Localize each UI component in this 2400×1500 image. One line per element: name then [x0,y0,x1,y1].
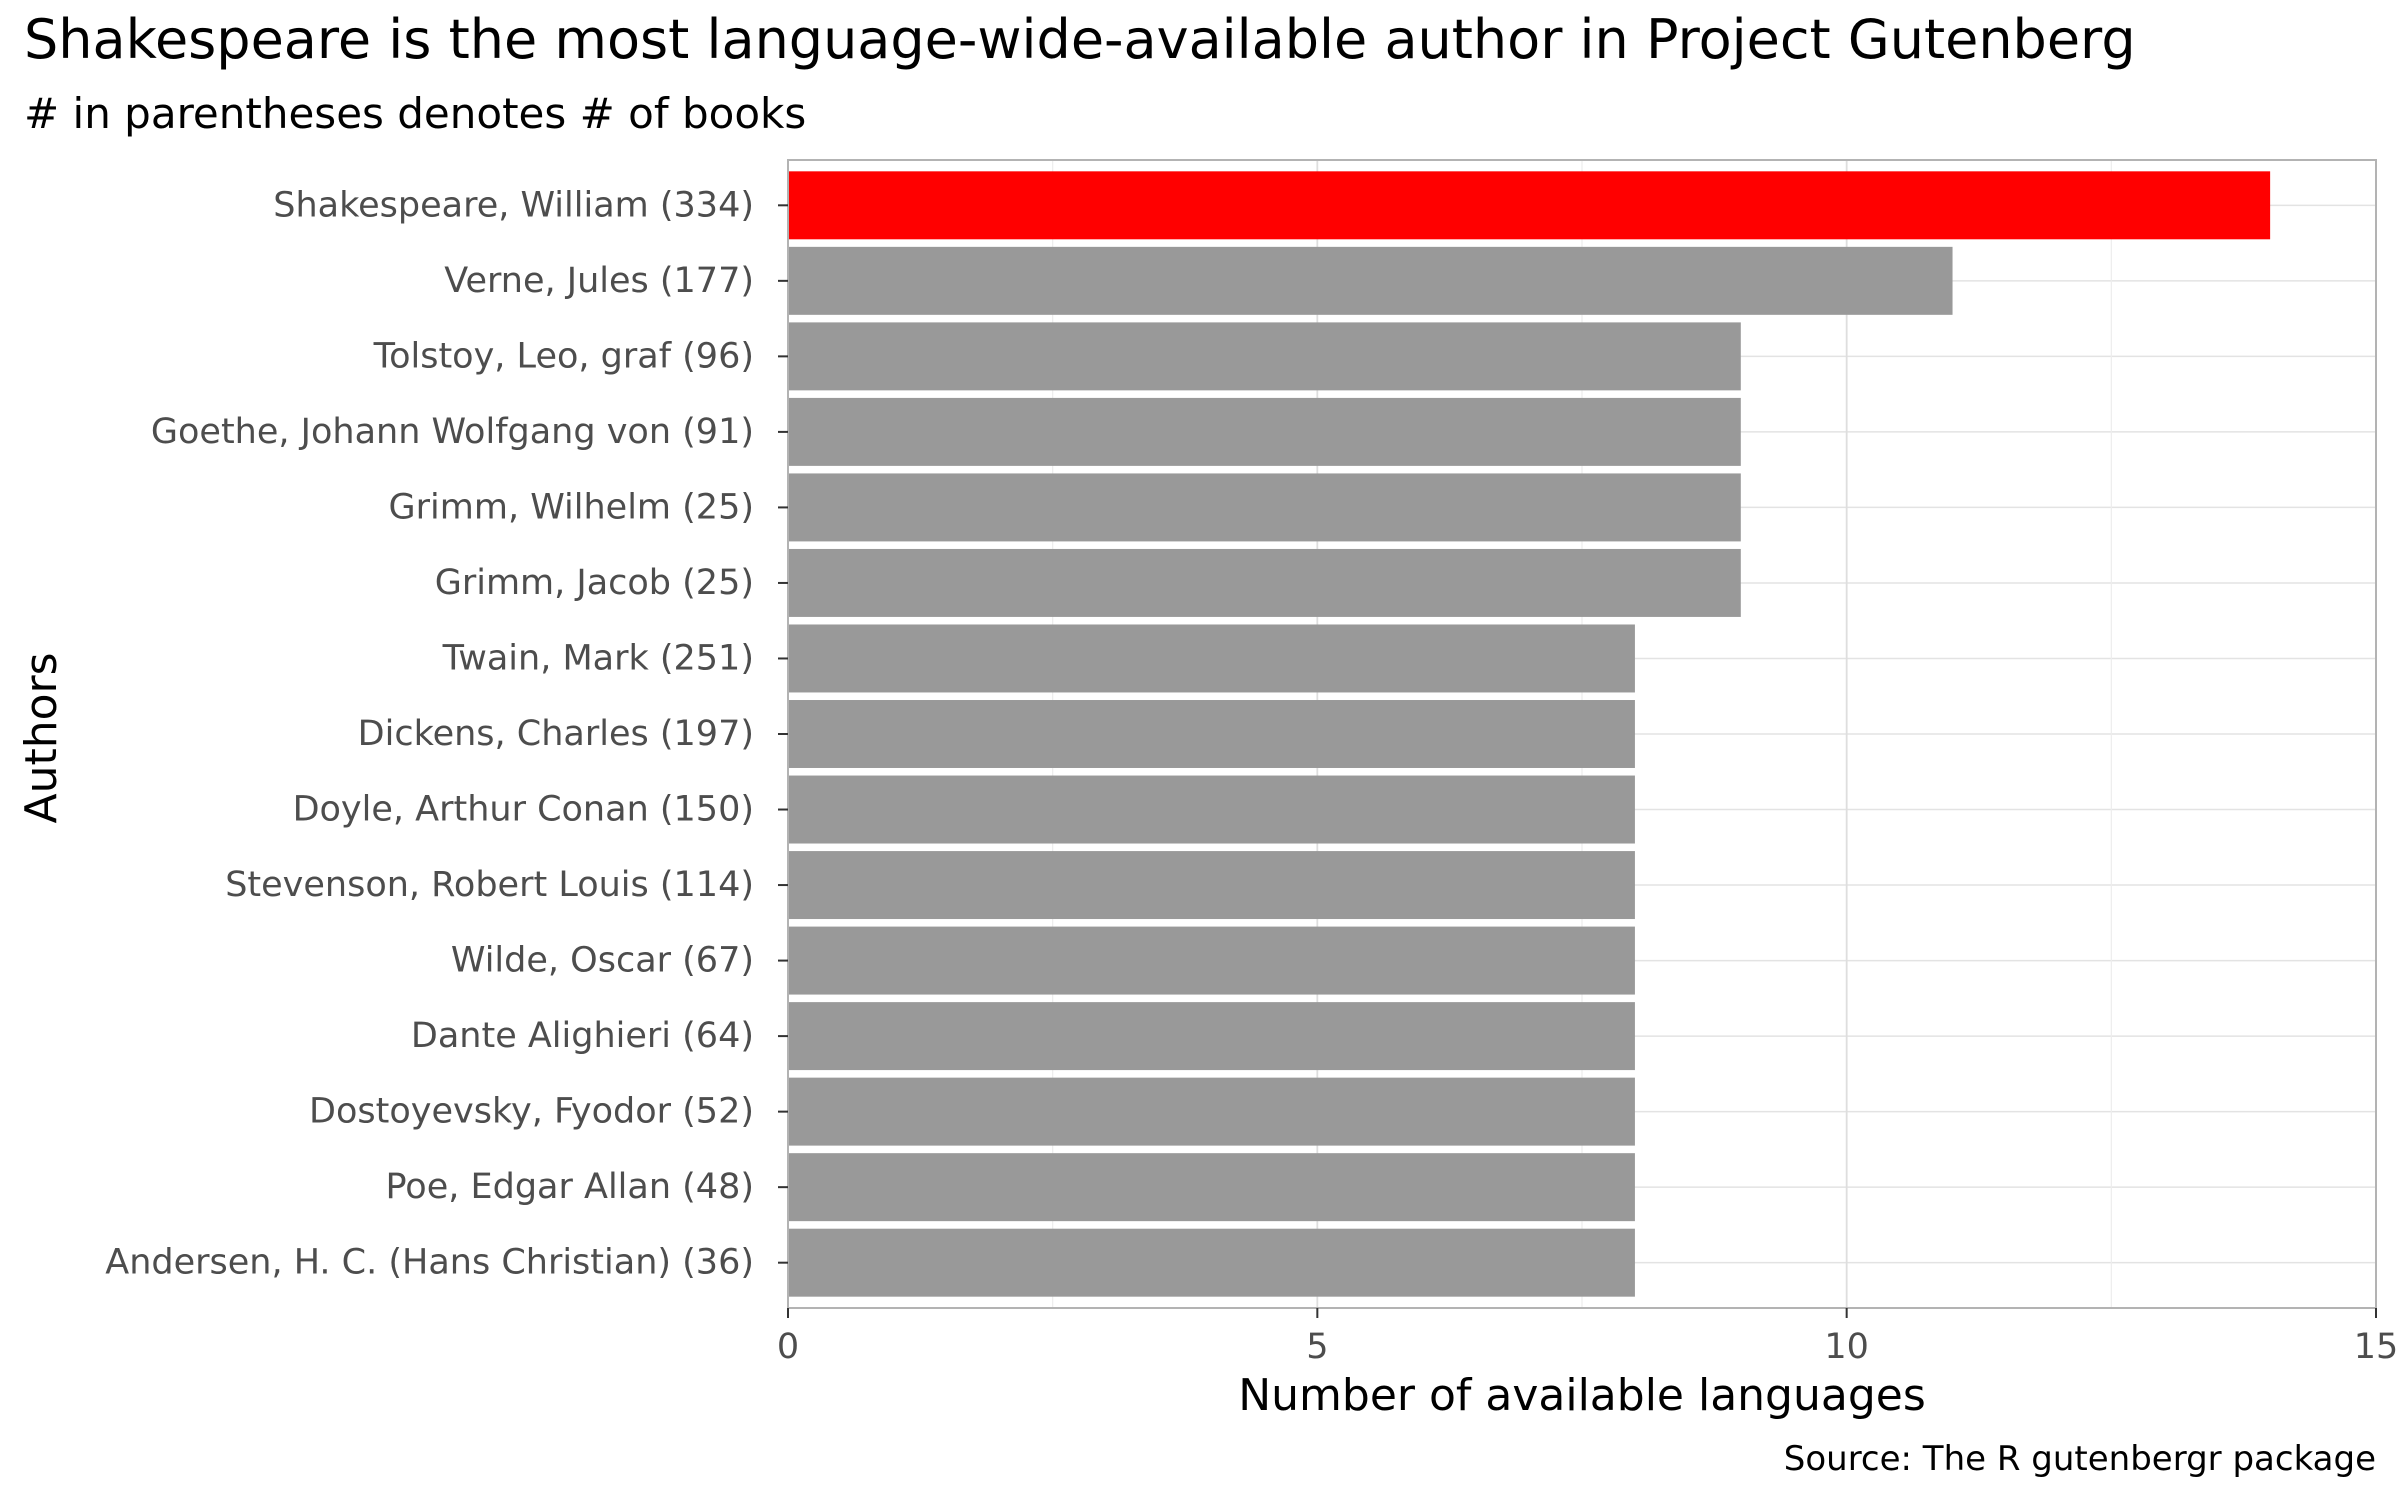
bar [788,775,1635,844]
bar [788,926,1635,995]
y-tick-label: Tolstoy, Leo, graf (96) [373,336,754,376]
y-tick-label: Verne, Jules (177) [444,261,754,301]
y-axis-tick-labels: Shakespeare, William (334) Verne, Jules (… [105,185,788,1283]
y-tick-label: Wilde, Oscar (67) [451,941,754,981]
x-tick-label: 15 [2354,1327,2399,1367]
bar [788,322,1741,391]
bar [788,1153,1635,1222]
bar [788,473,1741,542]
y-axis-title: Authors [16,652,67,823]
y-tick-label: Grimm, Jacob (25) [435,563,754,603]
x-tick-label: 0 [777,1327,799,1367]
y-tick-label: Doyle, Arthur Conan (150) [293,790,754,830]
y-tick-label: Andersen, H. C. (Hans Christian) (36) [105,1243,754,1283]
bar [788,1077,1635,1146]
y-tick-label: Grimm, Wilhelm (25) [389,487,754,527]
x-tick-label: 5 [1306,1327,1328,1367]
bar [788,700,1635,768]
y-tick-label: Goethe, Johann Wolfgang von (91) [151,412,754,452]
bar [788,246,1953,315]
bar [788,624,1635,693]
bar [788,1228,1635,1297]
y-tick-label: Stevenson, Robert Louis (114) [225,865,754,905]
bar [788,1002,1635,1071]
chart-subtitle: # in parentheses denotes # of books [24,89,806,138]
bar [788,171,2271,240]
y-tick-label: Dickens, Charles (197) [358,714,754,754]
x-axis-title: Number of available languages [1238,1370,1926,1421]
x-tick-label: 10 [1824,1327,1869,1367]
y-tick-label: Poe, Edgar Allan (48) [385,1167,754,1207]
x-axis-tick-labels: 0 5 10 15 [777,1308,2398,1367]
bars [788,171,2271,1297]
bar [788,397,1741,466]
y-tick-label: Dostoyevsky, Fyodor (52) [309,1092,754,1132]
y-tick-label: Dante Alighieri (64) [411,1016,754,1056]
y-tick-label: Twain, Mark (251) [442,638,754,678]
bar [788,851,1635,920]
chart-title: Shakespeare is the most language-wide-av… [24,8,2136,71]
bar [788,548,1741,617]
chart-caption: Source: The R gutenbergr package [1784,1439,2376,1479]
y-tick-label: Shakespeare, William (334) [273,185,754,225]
